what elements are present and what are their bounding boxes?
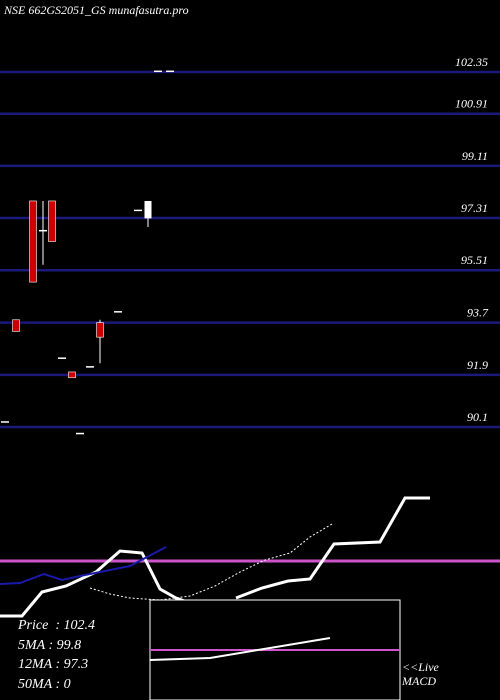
stats-panel: Price : 102.4 5MA : 99.8 12MA : 97.3 50M… [18, 616, 95, 694]
chart-title: NSE 662GS2051_GS munafasutra.pro [4, 3, 189, 17]
candle-body [144, 200, 152, 219]
macd-line [149, 637, 331, 661]
price-level-label: 91.9 [467, 358, 488, 372]
ma50-stat: 50MA : 0 [18, 676, 71, 692]
candle-body [12, 319, 20, 332]
macd-live-label[interactable]: <<Live MACD [402, 660, 439, 688]
candle-body [154, 70, 162, 73]
ma50-value: 0 [63, 676, 71, 692]
candle-body [76, 432, 84, 435]
price-stat: Price : 102.4 [18, 618, 96, 633]
candle-body [29, 200, 37, 283]
ma5-stat: 5MA : 99.8 [18, 637, 82, 653]
ma-line [0, 546, 167, 585]
candle-body [166, 70, 174, 73]
ma12-stat: 12MA : 97.3 [18, 657, 89, 672]
ma5-value: 99.8 [56, 637, 82, 653]
candle-body [1, 421, 9, 423]
price-label: Price [18, 618, 49, 633]
price-trend-line [0, 549, 191, 618]
candle-body [58, 357, 66, 359]
price-level-label: 95.51 [461, 253, 488, 267]
ma12-label: 12MA [18, 657, 52, 672]
price-level-label: 100.91 [455, 97, 488, 111]
ma-dotted-line [89, 523, 333, 601]
live-link[interactable]: <<Live [402, 660, 439, 674]
price-level-label: 99.11 [462, 149, 488, 163]
ma12-value: 97.3 [63, 657, 89, 672]
macd-text: MACD [402, 674, 436, 688]
price-trend-line-right [235, 496, 430, 600]
price-value: 102.4 [63, 618, 96, 633]
candle-body [86, 366, 94, 368]
candle-body [39, 229, 47, 232]
ma5-label: 5MA [18, 637, 45, 653]
candle-body [68, 371, 76, 379]
candle-body [48, 200, 56, 242]
price-level-label: 93.7 [467, 306, 489, 320]
candle-body [96, 322, 104, 338]
candle-body [134, 209, 142, 212]
candle-body [114, 311, 122, 313]
ma50-label: 50MA [18, 676, 52, 692]
price-level-label: 102.35 [455, 55, 488, 69]
price-level-label: 90.1 [467, 410, 488, 424]
price-level-label: 97.31 [461, 201, 488, 215]
